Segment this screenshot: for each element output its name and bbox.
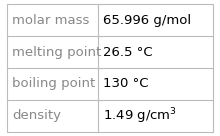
Text: 1.49 g/cm$^3$: 1.49 g/cm$^3$ <box>103 106 177 126</box>
Text: density: density <box>12 109 61 122</box>
Text: 26.5 °C: 26.5 °C <box>103 46 153 58</box>
Text: 65.996 g/mol: 65.996 g/mol <box>103 14 191 27</box>
Text: boiling point: boiling point <box>12 78 95 90</box>
Text: molar mass: molar mass <box>12 14 90 27</box>
Text: 130 °C: 130 °C <box>103 78 148 90</box>
Text: melting point: melting point <box>12 46 101 58</box>
